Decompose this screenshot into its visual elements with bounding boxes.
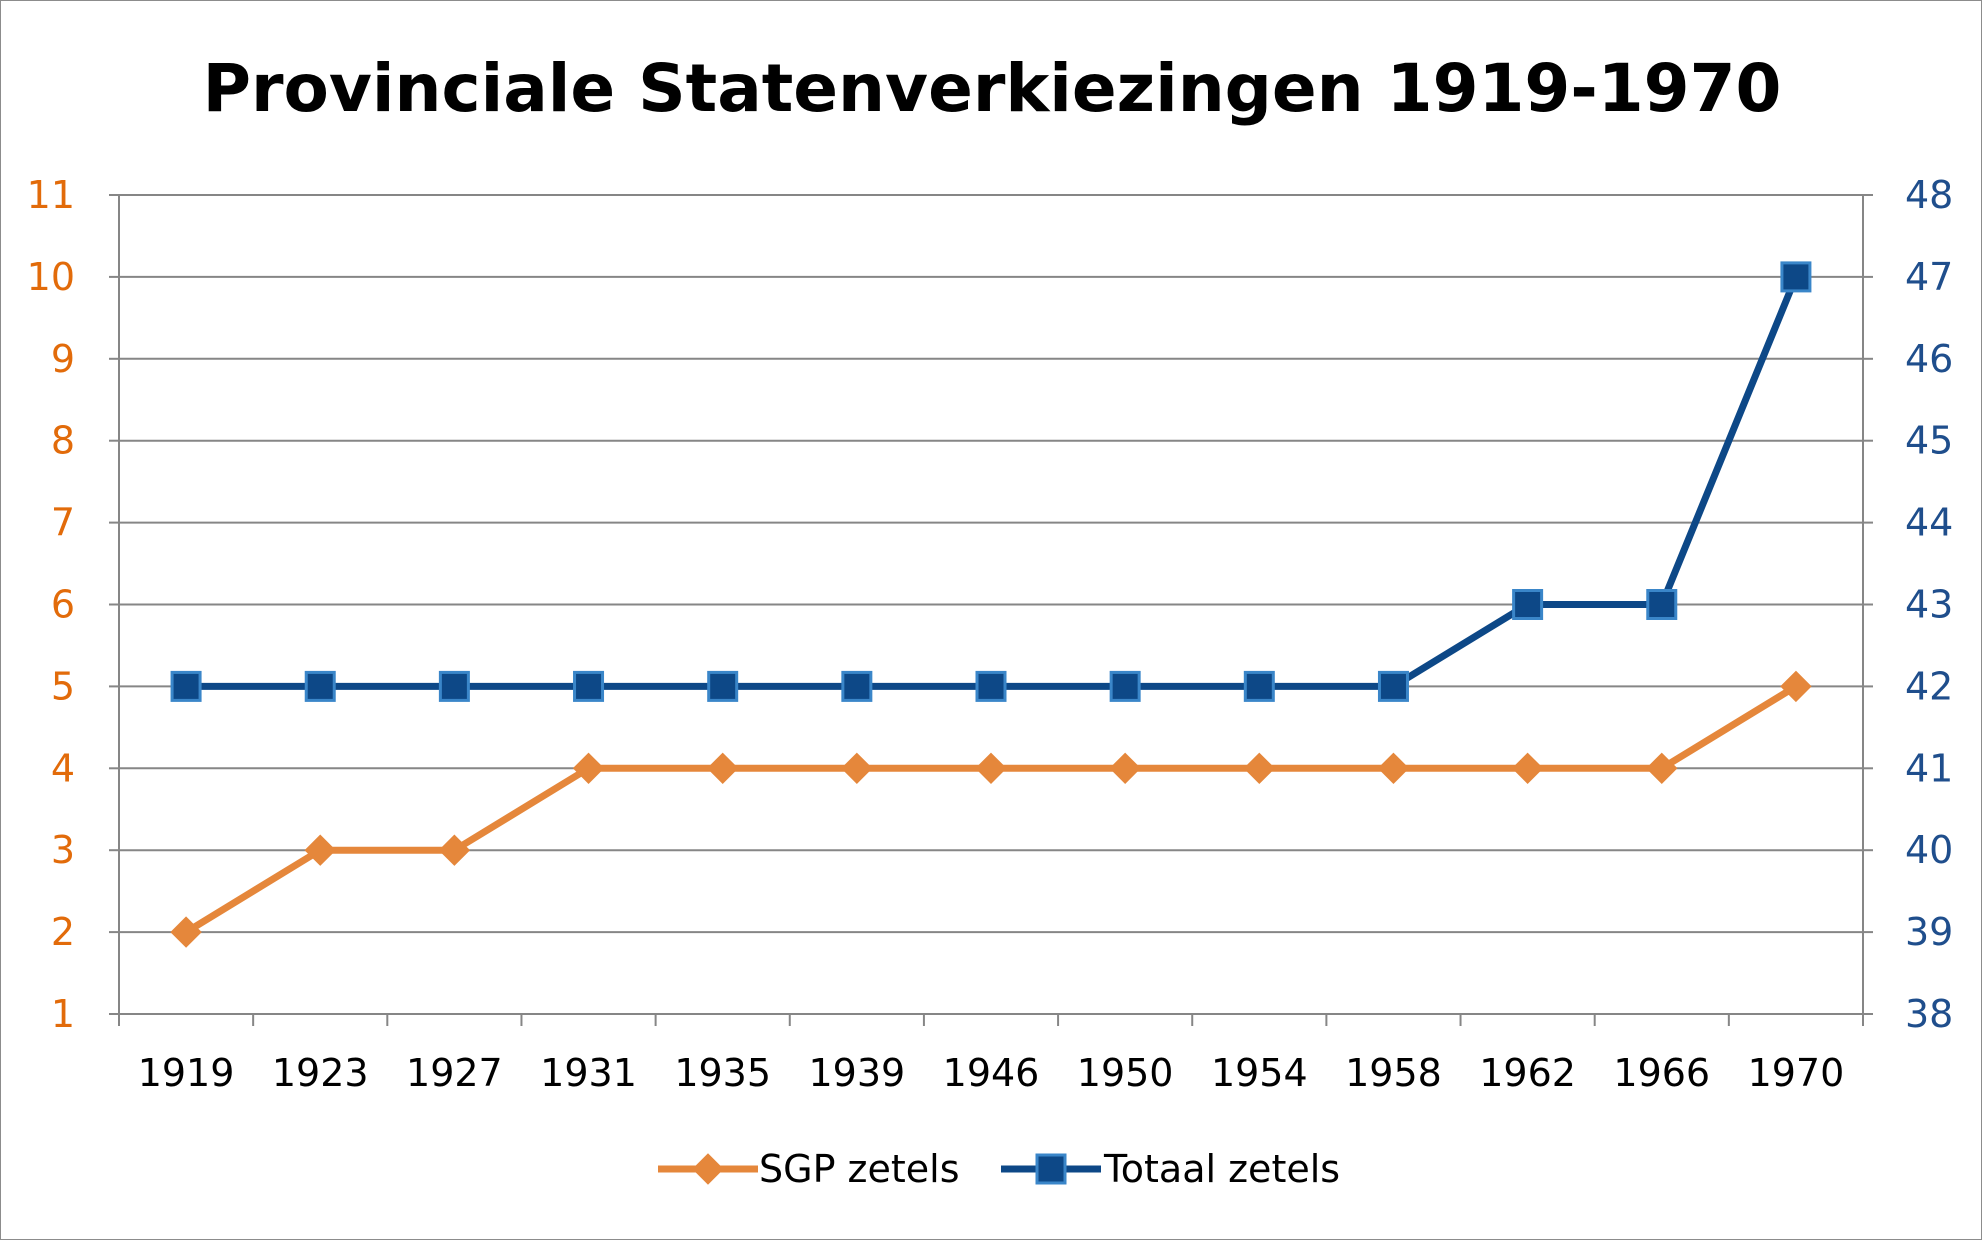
y-right-tick-label: 45 bbox=[1905, 419, 1953, 463]
y-right-tick-label: 41 bbox=[1905, 746, 1953, 790]
x-tick-label: 1966 bbox=[1613, 1051, 1710, 1095]
totaal-point bbox=[841, 670, 873, 702]
x-tick-label: 1931 bbox=[540, 1051, 637, 1095]
sgp-point bbox=[975, 752, 1007, 785]
totaal-point bbox=[1646, 589, 1678, 620]
y-right-tick-label: 44 bbox=[1905, 501, 1953, 545]
y-right-tick-label: 38 bbox=[1905, 992, 1953, 1036]
totaal-point bbox=[1109, 670, 1141, 702]
totaal-point bbox=[1780, 261, 1812, 293]
x-tick-label: 1954 bbox=[1211, 1051, 1308, 1095]
sgp-point bbox=[706, 752, 739, 785]
x-tick-label: 1923 bbox=[272, 1051, 369, 1095]
x-tick-label: 1939 bbox=[808, 1051, 905, 1095]
sgp-point bbox=[304, 834, 336, 866]
totaal-point bbox=[170, 670, 202, 702]
totaal-point bbox=[1243, 670, 1275, 702]
y-left-tick-label: 11 bbox=[27, 173, 75, 217]
sgp-point bbox=[1646, 752, 1678, 785]
y-right-tick-label: 40 bbox=[1905, 828, 1953, 872]
y-left-tick-label: 6 bbox=[51, 583, 75, 627]
y-left-tick-label: 7 bbox=[51, 501, 75, 545]
totaal-point bbox=[438, 670, 470, 702]
y-left-tick-label: 1 bbox=[51, 992, 75, 1036]
legend-sgp-label: SGP zetels bbox=[759, 1147, 960, 1191]
x-tick-label: 1962 bbox=[1479, 1051, 1576, 1095]
totaal-point bbox=[304, 670, 336, 702]
x-tick-label: 1946 bbox=[943, 1051, 1040, 1095]
y-left-tick-label: 8 bbox=[51, 419, 75, 463]
y-left-tick-label: 2 bbox=[51, 910, 75, 954]
sgp-point bbox=[1377, 752, 1410, 785]
sgp-point bbox=[572, 752, 605, 785]
y-right-tick-label: 46 bbox=[1905, 337, 1953, 381]
sgp-point bbox=[1511, 752, 1544, 785]
y-right-tick-label: 43 bbox=[1905, 583, 1953, 627]
sgp-point bbox=[438, 834, 471, 866]
y-right-tick-label: 47 bbox=[1905, 255, 1953, 299]
series-layer bbox=[170, 261, 1812, 948]
totaal-point bbox=[707, 670, 739, 702]
y-right-tick-label: 48 bbox=[1905, 173, 1953, 217]
legend-totaal-marker bbox=[1035, 1153, 1067, 1185]
sgp-point bbox=[1780, 670, 1812, 703]
x-tick-label: 1950 bbox=[1077, 1051, 1174, 1095]
x-tick-label: 1927 bbox=[406, 1051, 503, 1095]
x-tick-label: 1935 bbox=[674, 1051, 771, 1095]
sgp-point bbox=[1109, 752, 1141, 785]
legend-totaal-label: Totaal zetels bbox=[1103, 1147, 1340, 1191]
y-right-tick-label: 39 bbox=[1905, 910, 1953, 954]
totaal-point bbox=[1377, 670, 1409, 702]
sgp-point bbox=[1243, 752, 1276, 785]
legend-sgp-marker bbox=[692, 1153, 724, 1185]
totaal-point bbox=[1512, 589, 1544, 620]
y-left-tick-label: 3 bbox=[51, 828, 75, 872]
totaal-point bbox=[975, 670, 1007, 702]
x-tick-label: 1919 bbox=[138, 1051, 235, 1095]
x-tick-label: 1970 bbox=[1748, 1051, 1845, 1095]
y-right-tick-label: 42 bbox=[1905, 664, 1953, 708]
y-left-tick-label: 10 bbox=[27, 255, 75, 299]
totaal-point bbox=[573, 670, 605, 702]
grid-layer bbox=[119, 194, 1863, 934]
x-tick-label: 1958 bbox=[1345, 1051, 1442, 1095]
y-left-tick-label: 5 bbox=[51, 664, 75, 708]
legend: SGP zetels Totaal zetels bbox=[658, 1147, 1340, 1191]
sgp-point bbox=[841, 752, 873, 785]
totaal-zetels-line bbox=[186, 275, 1800, 690]
y-left-tick-label: 4 bbox=[51, 746, 75, 790]
chart-title: Provinciale Statenverkiezingen 1919-1970 bbox=[203, 50, 1782, 127]
y-left-tick-label: 9 bbox=[51, 337, 75, 381]
sgp-zetels-line bbox=[184, 683, 1798, 936]
sgp-point bbox=[170, 916, 202, 948]
